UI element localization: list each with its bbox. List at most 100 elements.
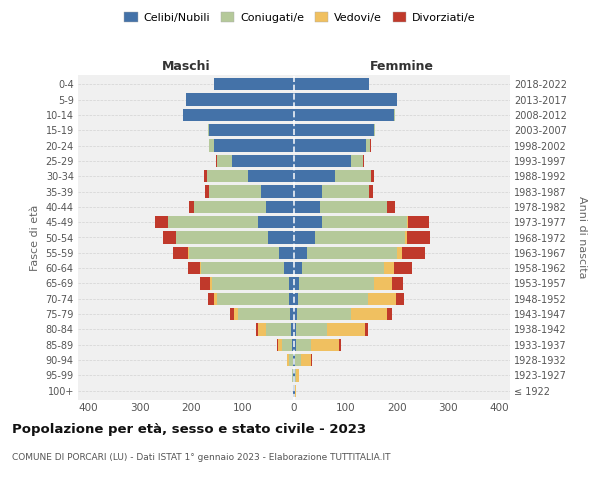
Bar xyxy=(248,170,294,182)
Bar xyxy=(202,262,284,274)
Bar xyxy=(188,246,278,259)
Bar xyxy=(230,308,235,320)
Bar xyxy=(266,200,294,213)
Bar xyxy=(294,185,322,198)
Bar xyxy=(210,277,212,290)
Bar xyxy=(278,338,282,351)
Bar xyxy=(339,338,341,351)
Bar xyxy=(214,78,294,90)
Bar xyxy=(327,323,365,336)
Bar xyxy=(396,292,404,305)
Bar xyxy=(298,292,368,305)
Bar xyxy=(217,154,232,167)
Bar xyxy=(216,154,217,167)
Bar xyxy=(284,262,294,274)
Bar xyxy=(294,354,295,366)
Bar xyxy=(294,277,299,290)
Bar xyxy=(311,338,339,351)
Bar xyxy=(186,93,294,106)
Bar xyxy=(235,308,238,320)
Bar xyxy=(371,170,374,182)
Bar xyxy=(397,246,402,259)
Legend: Celibi/Nubili, Coniugati/e, Vedovi/e, Divorziati/e: Celibi/Nubili, Coniugati/e, Vedovi/e, Di… xyxy=(120,8,480,28)
Bar xyxy=(374,277,392,290)
Bar xyxy=(209,139,214,152)
Bar xyxy=(217,292,289,305)
Bar xyxy=(296,338,311,351)
Bar xyxy=(155,216,168,228)
Bar xyxy=(386,308,392,320)
Bar xyxy=(214,139,294,152)
Bar xyxy=(296,308,350,320)
Bar xyxy=(278,246,294,259)
Bar xyxy=(294,262,302,274)
Bar xyxy=(294,200,320,213)
Bar xyxy=(294,154,350,167)
Bar xyxy=(258,216,294,228)
Bar xyxy=(404,231,407,244)
Bar xyxy=(176,231,268,244)
Bar xyxy=(208,124,209,136)
Bar xyxy=(408,216,429,228)
Bar xyxy=(402,246,425,259)
Bar xyxy=(282,338,292,351)
Text: Maschi: Maschi xyxy=(161,60,211,74)
Bar xyxy=(314,231,404,244)
Bar xyxy=(292,323,294,336)
Bar xyxy=(294,78,368,90)
Bar xyxy=(294,231,314,244)
Bar xyxy=(368,292,396,305)
Bar xyxy=(200,262,202,274)
Bar xyxy=(295,384,296,397)
Bar xyxy=(350,154,364,167)
Bar xyxy=(266,323,292,336)
Bar xyxy=(256,323,258,336)
Bar xyxy=(294,108,394,121)
Bar xyxy=(163,231,176,244)
Bar xyxy=(294,93,397,106)
Bar xyxy=(407,231,430,244)
Bar xyxy=(200,277,210,290)
Bar xyxy=(184,108,294,121)
Bar xyxy=(289,354,293,366)
Bar xyxy=(268,231,294,244)
Bar xyxy=(294,292,298,305)
Bar xyxy=(204,170,206,182)
Bar xyxy=(294,124,374,136)
Bar xyxy=(407,216,408,228)
Bar xyxy=(301,354,311,366)
Bar xyxy=(394,262,412,274)
Bar xyxy=(289,292,294,305)
Bar xyxy=(294,246,307,259)
Bar xyxy=(294,323,296,336)
Bar xyxy=(374,124,375,136)
Bar xyxy=(287,354,289,366)
Y-axis label: Fasce di età: Fasce di età xyxy=(30,204,40,270)
Bar xyxy=(212,277,289,290)
Bar xyxy=(205,185,209,198)
Bar xyxy=(387,200,395,213)
Bar xyxy=(214,292,217,305)
Bar xyxy=(238,308,290,320)
Bar xyxy=(292,369,293,382)
Bar xyxy=(188,262,200,274)
Bar xyxy=(208,292,214,305)
Bar xyxy=(320,200,386,213)
Bar xyxy=(299,277,374,290)
Bar xyxy=(322,216,407,228)
Bar xyxy=(294,139,366,152)
Text: Femmine: Femmine xyxy=(370,60,434,74)
Bar xyxy=(384,262,394,274)
Bar xyxy=(322,185,368,198)
Bar xyxy=(290,308,294,320)
Bar xyxy=(294,308,296,320)
Bar xyxy=(365,323,368,336)
Y-axis label: Anni di nascita: Anni di nascita xyxy=(577,196,587,279)
Bar xyxy=(277,338,278,351)
Bar xyxy=(289,277,294,290)
Bar xyxy=(260,185,294,198)
Bar xyxy=(292,338,294,351)
Bar xyxy=(206,170,248,182)
Bar xyxy=(295,369,296,382)
Bar xyxy=(307,246,397,259)
